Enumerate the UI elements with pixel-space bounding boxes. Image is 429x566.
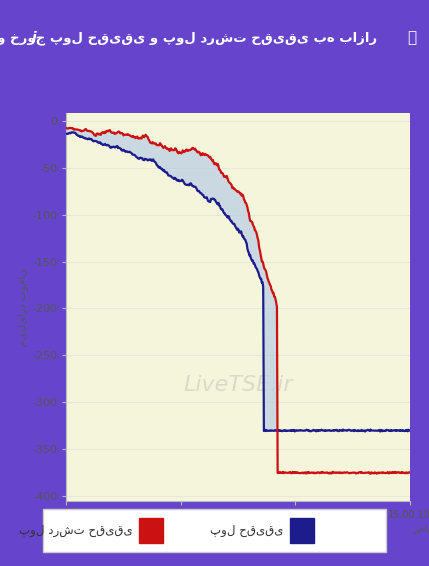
Text: پول حقیقی: پول حقیقی: [210, 524, 283, 537]
پول درشت حقیقی: [228, 180, 233, 187]
پول درشت حقیقی: [64, 125, 69, 132]
پول حقیقی: [407, 427, 412, 434]
پول درشت حقیقی: [346, 469, 351, 476]
پول درشت حقیقی: [68, 125, 73, 131]
Text: پول درشت حقیقی: پول درشت حقیقی: [18, 524, 132, 537]
Text: زمان: زمان: [413, 524, 429, 534]
پول حقیقی: [69, 129, 75, 136]
پول حقیقی: [230, 220, 235, 226]
Y-axis label: میلیارد تومان: میلیارد تومان: [17, 268, 28, 346]
Line: پول درشت حقیقی: پول درشت حقیقی: [66, 128, 410, 474]
Bar: [290, 518, 314, 543]
Text: برآیند ورود و خروج پول حقیقی و پول درشت حقیقی به بازار: برآیند ورود و خروج پول حقیقی و پول درشت …: [0, 30, 378, 46]
پول حقیقی: [228, 216, 233, 223]
پول درشت حقیقی: [400, 469, 405, 476]
Text: LiveTSE.ir: LiveTSE.ir: [183, 375, 293, 395]
Text: i: i: [32, 31, 37, 45]
پول درشت حقیقی: [269, 286, 274, 293]
پول حقیقی: [250, 257, 255, 264]
پول درشت حقیقی: [407, 469, 412, 476]
پول درشت حقیقی: [250, 221, 255, 228]
Bar: [139, 518, 163, 543]
FancyBboxPatch shape: [43, 509, 386, 552]
پول حقیقی: [64, 130, 69, 137]
پول درشت حقیقی: [230, 185, 235, 191]
پول حقیقی: [400, 427, 405, 434]
پول حقیقی: [269, 427, 274, 434]
پول حقیقی: [363, 428, 368, 435]
Line: پول حقیقی: پول حقیقی: [66, 132, 410, 431]
Text: ⛓: ⛓: [407, 31, 417, 45]
پول درشت حقیقی: [374, 470, 379, 477]
پول حقیقی: [346, 426, 351, 433]
